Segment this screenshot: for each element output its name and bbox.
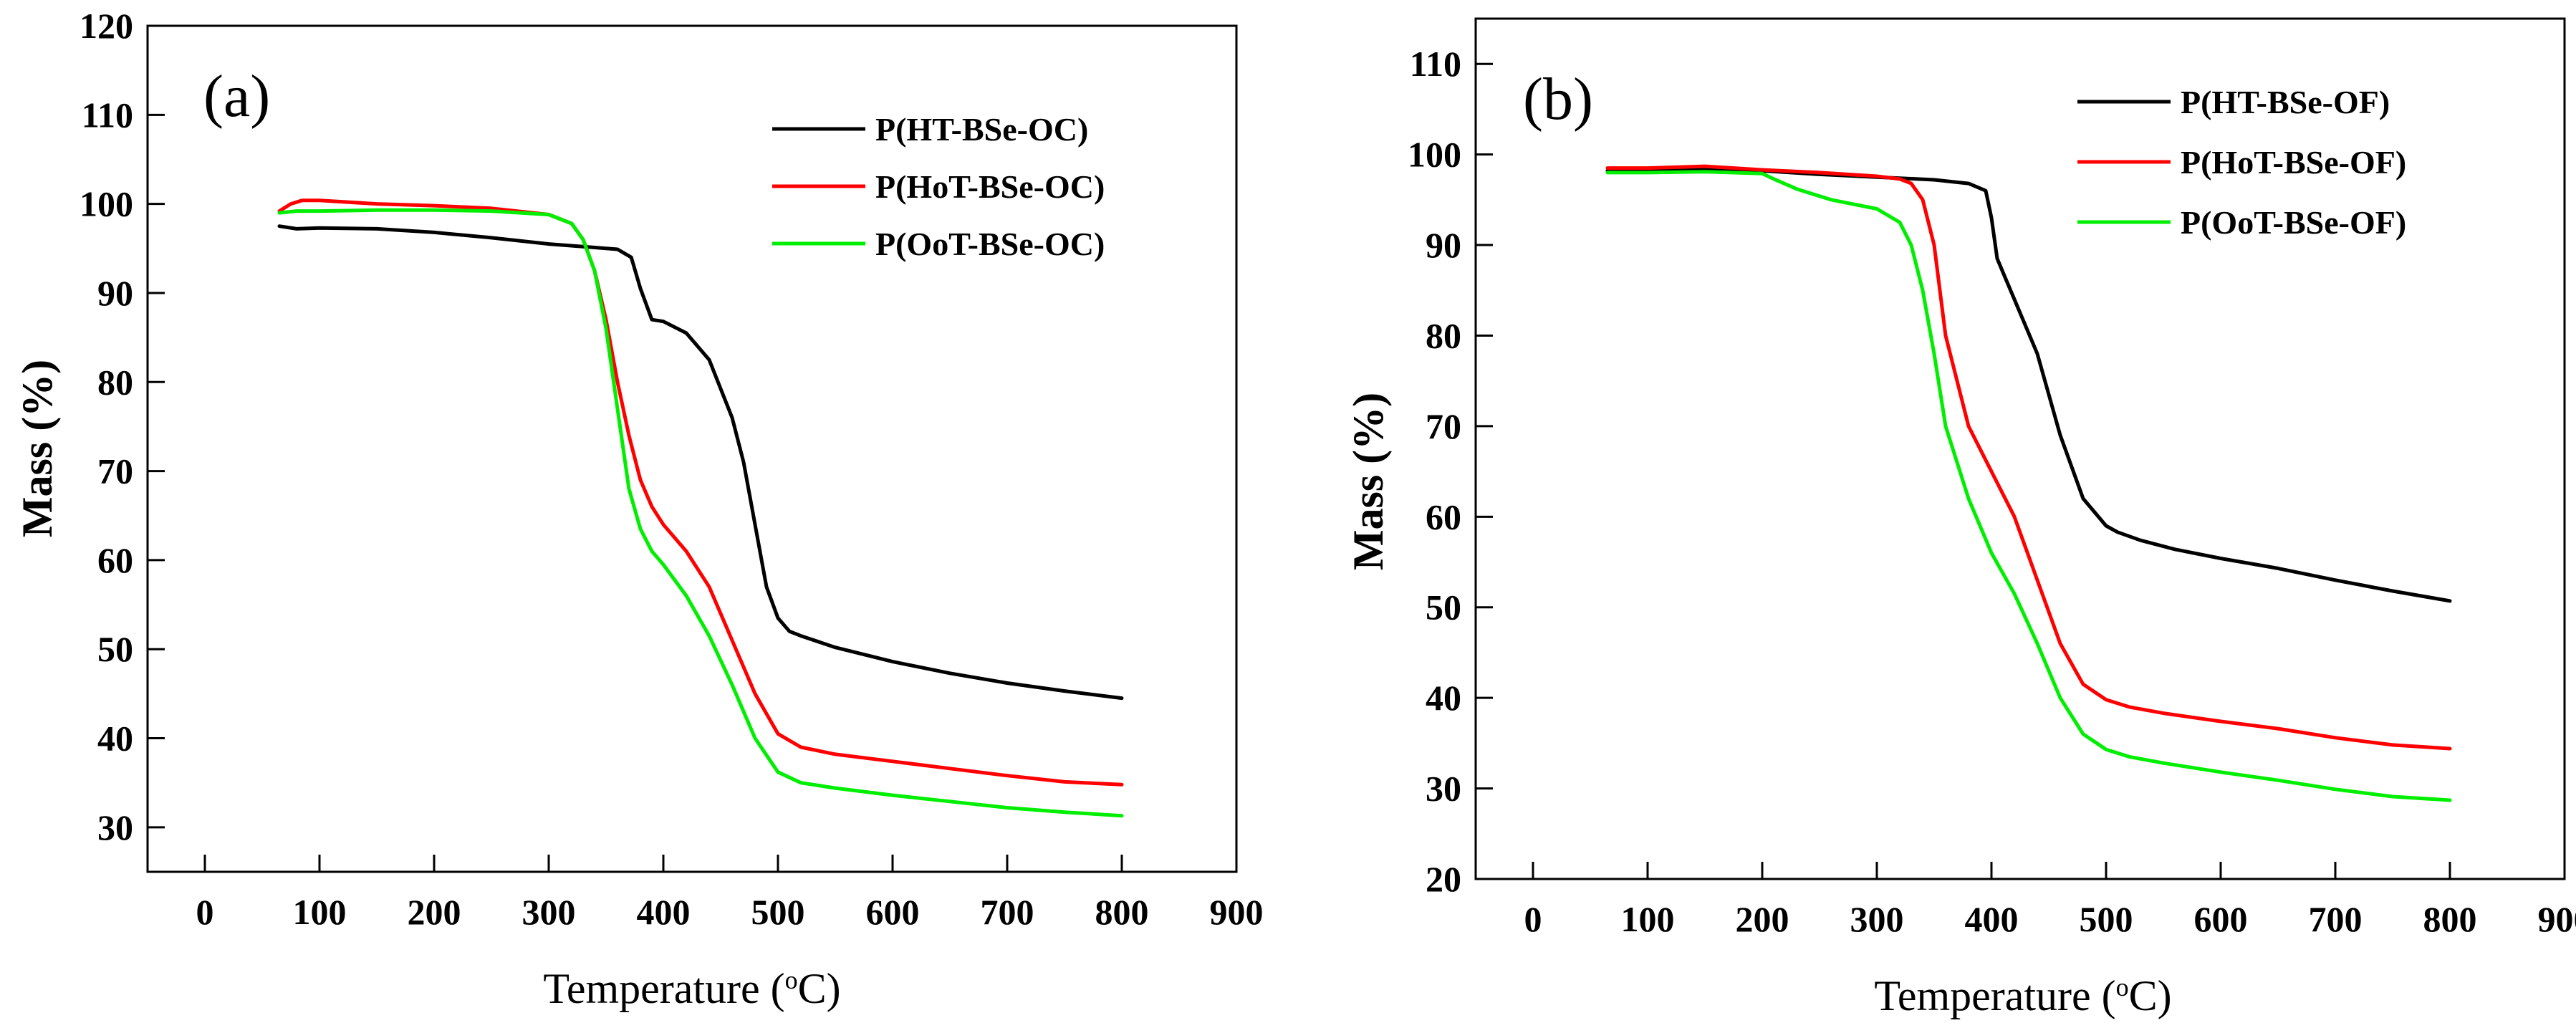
panel-b-y-tick-label: 30: [1426, 769, 1461, 809]
panel-b-y-tick-label: 40: [1426, 678, 1461, 718]
panel-b-x-tick-label: 500: [2080, 899, 2133, 939]
panel-a-chart: (a) Temperature (oC) Mass (%) 0 100 200 300…: [14, 6, 1264, 1012]
panel-b-y-tick-label: 90: [1426, 225, 1461, 265]
panel-b-series-2-line: [1605, 170, 2452, 802]
panel-b-x-tick-label: 600: [2194, 899, 2248, 939]
panel-a-x-ticks: 0 100 200 300 400 500 600 700 800 900: [196, 855, 1264, 932]
panel-a-x-axis-title: Temperature (oC): [543, 965, 840, 1012]
panel-a-y-tick-label: 80: [97, 362, 133, 402]
panel-b-series-group: [1605, 164, 2452, 802]
panel-a-y-tick-label: 110: [82, 95, 133, 135]
panel-b-y-tick-label: 50: [1426, 587, 1461, 628]
panel-a-label: (a): [203, 63, 270, 130]
panel-b-x-tick-label: 800: [2423, 899, 2477, 939]
panel-a-x-tick-label: 600: [866, 892, 920, 932]
panel-b-legend-label-2: P(OoT-BSe-OF): [2181, 204, 2406, 241]
panel-b-chart: (b) Temperature (oC) Mass (%) 0 100 200 300…: [1345, 17, 2576, 1019]
panel-b-y-tick-label: 80: [1426, 315, 1461, 355]
panel-a-series-0-line: [277, 224, 1124, 701]
panel-a-y-tick-label: 60: [97, 540, 133, 580]
panel-a-x-tick-label: 500: [751, 892, 805, 932]
panel-a-y-tick-label: 70: [97, 451, 133, 491]
panel-b-x-tick-label: 700: [2309, 899, 2363, 939]
panel-b-x-ticks: 0 100 200 300 400 500 600 700 800 900: [1524, 862, 2576, 939]
panel-b-y-tick-label: 70: [1426, 406, 1461, 446]
panel-a-plot-frame: [146, 24, 1238, 873]
panel-b-x-tick-label: 0: [1524, 899, 1542, 939]
panel-a-x-tick-label: 0: [196, 892, 214, 932]
panel-a-y-tick-label: 90: [97, 273, 133, 313]
panel-a-x-tick-label: 800: [1095, 892, 1149, 932]
panel-b-x-tick-label: 400: [1965, 899, 2019, 939]
panel-a-y-tick-label: 50: [97, 629, 133, 669]
panel-a-x-tick-label: 100: [293, 892, 347, 932]
panel-b-legend-label-0: P(HT-BSe-OF): [2181, 84, 2390, 120]
panel-b-y-tick-label: 60: [1426, 496, 1461, 537]
panel-a-legend: P(HT-BSe-OC) P(HoT-BSe-OC) P(OoT-BSe-OC): [772, 111, 1105, 262]
panel-b-y-ticks: 20 30 40 50 60 70 80 90 100 110: [1408, 44, 1493, 899]
panel-b-x-tick-label: 900: [2538, 899, 2576, 939]
panel-b-legend: P(HT-BSe-OF) P(HoT-BSe-OF) P(OoT-BSe-OF): [2077, 84, 2406, 241]
panel-a-y-ticks: 30 40 50 60 70 80 90 100 110 120: [80, 6, 165, 847]
panel-a-y-axis-title: Mass (%): [14, 360, 61, 537]
panel-b-y-tick-label: 20: [1426, 859, 1461, 899]
panel-b-legend-label-1: P(HoT-BSe-OF): [2181, 144, 2406, 181]
panel-a-legend-label-0: P(HT-BSe-OC): [875, 111, 1088, 148]
panel-a-legend-label-2: P(OoT-BSe-OC): [875, 226, 1105, 262]
panel-a-y-tick-label: 100: [80, 184, 133, 224]
panel-b-label: (b): [1523, 66, 1593, 133]
panel-b-x-tick-label: 100: [1621, 899, 1675, 939]
panel-b-x-tick-label: 300: [1850, 899, 1904, 939]
panel-b-y-tick-label: 100: [1408, 135, 1461, 175]
panel-b-plot-frame: [1474, 17, 2566, 880]
panel-a-x-tick-label: 400: [637, 892, 691, 932]
panel-b-y-axis-title: Mass (%): [1345, 393, 1392, 570]
panel-b-y-tick-label: 110: [1410, 44, 1461, 84]
panel-a-x-tick-label: 300: [522, 892, 576, 932]
panel-a-series-group: [277, 198, 1124, 818]
panel-a-y-tick-label: 40: [97, 719, 133, 759]
panel-a-x-tick-label: 700: [981, 892, 1034, 932]
panel-a-legend-label-1: P(HoT-BSe-OC): [875, 168, 1105, 205]
panel-a-series-2-line: [277, 208, 1124, 818]
panel-a-x-tick-label: 900: [1210, 892, 1264, 932]
panel-b-x-axis-title: Temperature (oC): [1874, 972, 2171, 1019]
panel-a-y-tick-label: 30: [97, 807, 133, 847]
panel-a-x-tick-label: 200: [408, 892, 461, 932]
panel-a-series-1-line: [277, 198, 1124, 787]
panel-b-x-tick-label: 200: [1736, 899, 1789, 939]
panel-b-series-1-line: [1605, 164, 2452, 751]
panel-a-y-tick-label: 120: [80, 6, 133, 46]
